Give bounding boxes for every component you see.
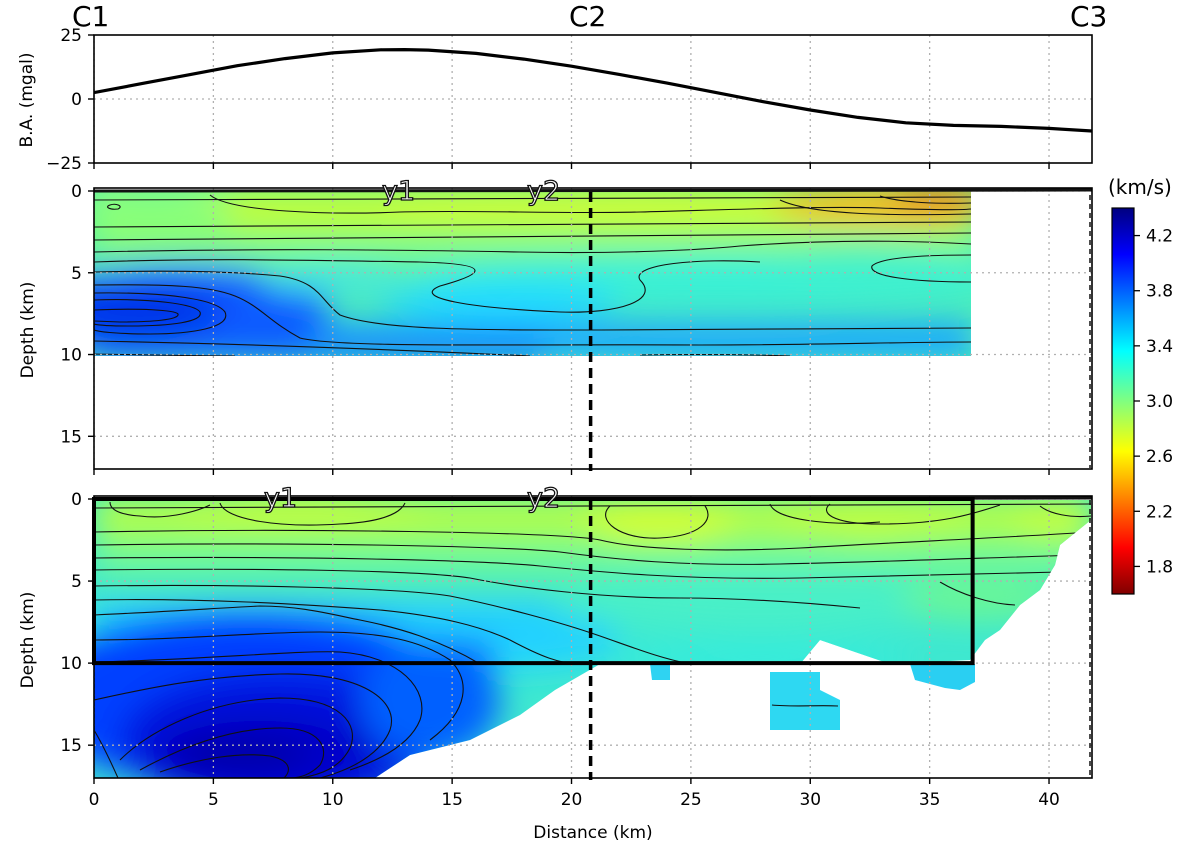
upper-velocity-field <box>94 190 971 356</box>
x-tick-label-5: 5 <box>208 790 219 810</box>
upper-ytick-label-5: 5 <box>71 264 82 284</box>
upper-ylabel: Depth (km) <box>18 282 38 379</box>
gravity-grid <box>93 35 1092 163</box>
lower-ytick-label-5: 5 <box>71 572 82 592</box>
colorbar-tick-label-3.4: 3.4 <box>1146 337 1173 357</box>
lower-ytick-label-0: 0 <box>71 490 82 510</box>
lower-velocity-panel: 0 5 10 15 20 25 30 35 40 0 5 10 15 Depth (km) y1 y2 <box>18 482 1093 810</box>
lower-marker-y1: y1 <box>264 483 297 514</box>
x-tick-label-40: 40 <box>1038 790 1060 810</box>
lower-ylabel: Depth (km) <box>18 592 38 689</box>
colorbar-gradient <box>1111 207 1135 595</box>
gravity-ytick-label-0: 0 <box>71 90 82 110</box>
x-axis-label: Distance (km) <box>533 823 652 843</box>
x-tick-label-10: 10 <box>322 790 344 810</box>
gravity-ytick-label--25: −25 <box>46 154 82 174</box>
upper-marker-y2: y2 <box>527 176 560 207</box>
gravity-ytick-label-25: 25 <box>60 26 82 46</box>
colorbar: (km/s) 4.2 3.8 3.4 3.0 2.6 2.2 1.8 <box>1108 175 1173 595</box>
gravity-ylabel: B.A. (mgal) <box>17 53 37 148</box>
upper-frame <box>93 187 1093 470</box>
x-tick-label-30: 30 <box>799 790 821 810</box>
lower-isolated-patches <box>650 664 975 730</box>
upper-ytick-label-15: 15 <box>60 427 82 447</box>
lower-ytick-label-15: 15 <box>60 736 82 756</box>
upper-marker-y1: y1 <box>382 176 415 207</box>
profile-label-c2: C2 <box>569 0 606 33</box>
colorbar-tick-label-3.8: 3.8 <box>1146 282 1173 302</box>
lower-ytick-label-10: 10 <box>60 654 82 674</box>
profile-label-c1: C1 <box>72 0 109 33</box>
colorbar-tick-label-2.6: 2.6 <box>1146 447 1173 467</box>
x-tick-label-35: 35 <box>919 790 941 810</box>
colorbar-tick-label-2.2: 2.2 <box>1146 502 1173 522</box>
x-tick-label-0: 0 <box>89 790 100 810</box>
upper-ytick-label-10: 10 <box>60 346 82 366</box>
upper-velocity-panel: 0 5 10 15 Depth (km) y1 y2 <box>18 175 1093 475</box>
colorbar-title: (km/s) <box>1108 175 1172 199</box>
colorbar-tick-label-1.8: 1.8 <box>1146 557 1173 577</box>
colorbar-tick-label-3.0: 3.0 <box>1146 392 1173 412</box>
lower-marker-y2: y2 <box>527 483 560 514</box>
bouguer-anomaly-line <box>94 47 1092 133</box>
x-tick-label-25: 25 <box>680 790 702 810</box>
gravity-panel: 25 0 −25 B.A. (mgal) <box>17 26 1093 174</box>
colorbar-tick-label-4.2: 4.2 <box>1146 227 1173 247</box>
x-tick-label-20: 20 <box>561 790 583 810</box>
lower-contours <box>94 501 1091 778</box>
lower-velocity-field <box>94 500 1091 778</box>
upper-ytick-label-0: 0 <box>71 182 82 202</box>
profile-label-c3: C3 <box>1070 0 1107 33</box>
x-tick-label-15: 15 <box>441 790 463 810</box>
upper-surface-line <box>93 188 1093 193</box>
